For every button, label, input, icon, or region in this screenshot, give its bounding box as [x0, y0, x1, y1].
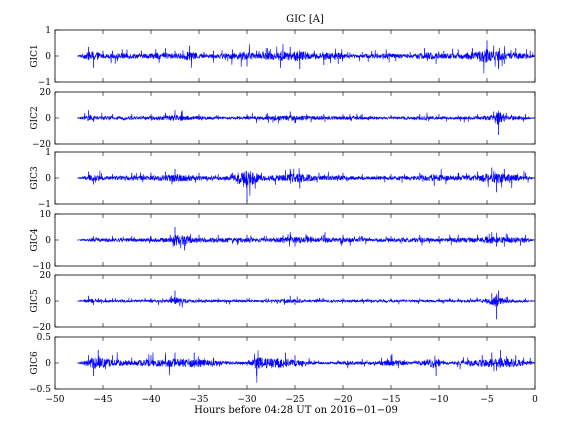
y-tick-label: 0 [45, 297, 51, 307]
series-line [77, 110, 535, 125]
x-tick-label: −45 [94, 395, 113, 405]
series-line [77, 168, 535, 196]
y-axis-title: GIC5 [30, 289, 40, 313]
y-tick-label: −0.5 [29, 385, 51, 395]
x-tick-label: −5 [480, 395, 494, 405]
y-tick-label: −20 [32, 140, 51, 150]
y-tick-label: 0 [45, 236, 51, 246]
series-line [77, 293, 535, 308]
x-tick-label: −40 [142, 395, 161, 405]
y-tick-label: −20 [32, 323, 51, 333]
x-tick-label: −15 [382, 395, 401, 405]
y-tick-label: 10 [40, 210, 52, 220]
y-tick-label: −10 [32, 262, 51, 272]
y-axis-title: GIC4 [30, 228, 40, 252]
x-axis: −50 −45 −40 −35 −30 −25 −20 −15 −10 −5 0 [46, 395, 539, 405]
series-line [77, 350, 535, 383]
x-tick-label: −20 [334, 395, 353, 405]
x-tick-label: −30 [238, 395, 257, 405]
panel-1: −1 0 1 GIC1 [30, 26, 536, 88]
y-tick-label: −1 [38, 200, 51, 210]
x-tick-label: −50 [46, 395, 65, 405]
y-tick-label: 0.5 [37, 333, 52, 343]
y-tick-label: 0 [45, 52, 51, 62]
chart-title: GIC [A] [286, 14, 324, 25]
panels-group: −101GIC1−20020GIC2−101GIC3−10010GIC4−200… [29, 26, 536, 395]
series-line [77, 231, 535, 249]
y-tick-label: 20 [40, 271, 52, 281]
x-axis-title: Hours before 04:28 UT on 2016−01−09 [194, 405, 398, 416]
panel-6: −0.5 0 0.5 GIC6 [29, 333, 536, 395]
peak-markers [88, 110, 526, 135]
y-tick-label: 0 [45, 114, 51, 124]
panel-3: −1 0 1 GIC3 [30, 148, 536, 210]
y-axis-title: GIC2 [30, 106, 40, 129]
y-tick-label: 0 [45, 359, 51, 369]
peak-markers [88, 167, 526, 202]
y-tick-label: 0 [45, 174, 51, 184]
y-tick-label: 1 [45, 26, 51, 36]
y-axis-title: GIC3 [30, 166, 40, 190]
y-axis-title: GIC1 [30, 44, 40, 67]
y-tick-label: 20 [40, 88, 52, 98]
peak-markers [88, 290, 526, 320]
x-tick-label: −10 [430, 395, 449, 405]
x-tick-label: −25 [286, 395, 305, 405]
x-tick-label: −35 [190, 395, 209, 405]
y-tick-label: −1 [38, 78, 51, 88]
y-tick-label: 1 [45, 148, 51, 158]
series-line [77, 43, 535, 74]
x-tick-label: 0 [532, 395, 538, 405]
y-axis-title: GIC6 [30, 351, 40, 375]
